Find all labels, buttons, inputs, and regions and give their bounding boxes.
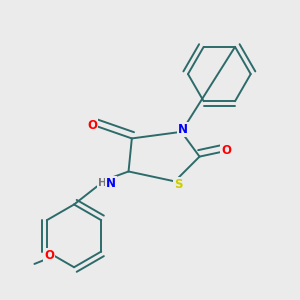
Text: H: H	[98, 178, 106, 188]
Text: S: S	[174, 178, 182, 191]
Text: N: N	[106, 176, 116, 190]
Text: O: O	[221, 143, 231, 157]
Text: O: O	[44, 249, 54, 262]
Text: N: N	[178, 123, 188, 136]
Text: O: O	[87, 119, 97, 132]
